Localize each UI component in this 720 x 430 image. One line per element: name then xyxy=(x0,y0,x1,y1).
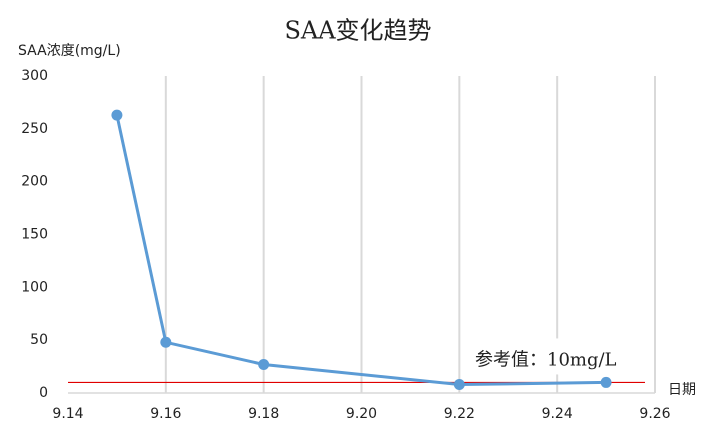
x-axis-label: 日期 xyxy=(668,382,696,398)
y-tick-label: 100 xyxy=(21,279,48,295)
data-point xyxy=(258,358,270,370)
data-point xyxy=(111,109,123,121)
x-tick-label: 9.16 xyxy=(150,406,181,422)
y-tick-label: 50 xyxy=(30,332,48,348)
data-point xyxy=(453,379,465,391)
x-tick-label: 9.20 xyxy=(346,406,377,422)
y-tick-label: 150 xyxy=(21,227,48,243)
y-axis-label: SAA浓度(mg/L) xyxy=(18,43,121,59)
x-tick-label: 9.26 xyxy=(639,406,670,422)
annotation-bg xyxy=(462,338,637,375)
x-tick-label: 9.24 xyxy=(542,406,573,422)
chart-title: SAA变化趋势 xyxy=(284,17,431,45)
y-tick-label: 200 xyxy=(21,174,48,190)
annotation: 参考值：10mg/L xyxy=(475,349,617,370)
y-tick-label: 250 xyxy=(21,121,48,137)
y-tick-label: 300 xyxy=(21,68,48,84)
data-point xyxy=(600,376,612,388)
data-point xyxy=(160,336,172,348)
y-tick-label: 0 xyxy=(39,385,48,401)
x-tick-label: 9.18 xyxy=(248,406,279,422)
x-tick-label: 9.22 xyxy=(444,406,475,422)
x-tick-label: 9.14 xyxy=(52,406,83,422)
